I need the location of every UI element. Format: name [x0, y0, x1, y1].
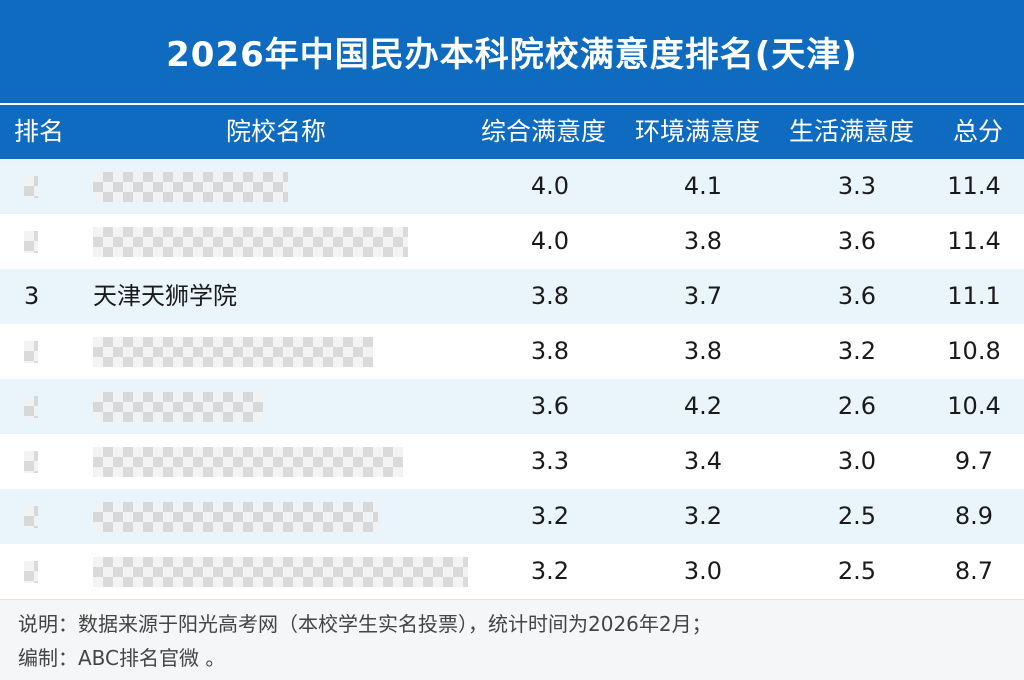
table-header: 排名 院校名称 综合满意度 环境满意度 生活满意度 总分: [0, 105, 1024, 159]
school-name-cell: [93, 544, 473, 599]
total-score-cell: 8.9: [954, 502, 994, 530]
overall-score-cell: 3.2: [530, 502, 570, 530]
environment-score-cell: 3.4: [683, 447, 723, 475]
table-row: 3.2 3.0 2.5 8.7: [0, 544, 1024, 599]
page-title: 2026年中国民办本科院校满意度排名(天津): [166, 35, 858, 75]
environment-score-cell: 3.7: [683, 282, 723, 310]
life-score-cell: 3.0: [837, 447, 877, 475]
footer: 说明：数据来源于阳光高考网（本校学生实名投票），统计时间为2026年2月； 编制…: [0, 599, 1024, 680]
overall-score-cell: 4.0: [530, 172, 570, 200]
table-row: 4.0 4.1 3.3 11.4: [0, 159, 1024, 214]
overall-score-cell: 3.3: [530, 447, 570, 475]
masked-rank: [24, 341, 38, 363]
rank-cell: [24, 324, 54, 379]
overall-score-cell: 3.6: [530, 392, 570, 420]
source-note: 说明：数据来源于阳光高考网（本校学生实名投票），统计时间为2026年2月；: [18, 612, 712, 636]
overall-score-cell: 3.2: [530, 557, 570, 585]
masked-rank: [24, 561, 38, 583]
total-score-cell: 8.7: [954, 557, 994, 585]
masked-rank: [24, 396, 38, 418]
total-score-cell: 11.4: [947, 227, 1001, 255]
total-score-cell: 10.8: [947, 337, 1001, 365]
rank-cell: [24, 379, 54, 434]
school-name-cell: [93, 434, 473, 489]
header-environment: 环境满意度: [635, 117, 761, 146]
environment-score-cell: 3.8: [683, 337, 723, 365]
life-score-cell: 3.2: [837, 337, 877, 365]
school-name-cell: [93, 159, 473, 214]
total-score-cell: 10.4: [947, 392, 1001, 420]
table-row: 3.3 3.4 3.0 9.7: [0, 434, 1024, 489]
header-rank: 排名: [14, 117, 65, 146]
header-life: 生活满意度: [789, 117, 915, 146]
life-score-cell: 2.5: [837, 502, 877, 530]
life-score-cell: 3.6: [837, 282, 877, 310]
total-score-cell: 9.7: [954, 447, 994, 475]
header-total: 总分: [953, 117, 1004, 146]
table-row: 4.0 3.8 3.6 11.4: [0, 214, 1024, 269]
environment-score-cell: 3.2: [683, 502, 723, 530]
masked-school-name: [93, 502, 378, 532]
editor-credit: 编制：ABC排名官微 。: [18, 646, 226, 670]
school-name-cell: [93, 324, 473, 379]
overall-score-cell: 3.8: [530, 282, 570, 310]
environment-score-cell: 3.0: [683, 557, 723, 585]
school-name-cell: [93, 489, 473, 544]
masked-rank: [24, 506, 38, 528]
masked-school-name: [93, 557, 468, 587]
table-row: 3.8 3.8 3.2 10.8: [0, 324, 1024, 379]
header-name: 院校名称: [226, 117, 327, 146]
masked-rank: [24, 451, 38, 473]
masked-school-name: [93, 337, 373, 367]
rank-cell: 3: [24, 282, 40, 310]
environment-score-cell: 4.1: [683, 172, 723, 200]
masked-school-name: [93, 227, 408, 257]
table-row: 3 天津天狮学院 3.8 3.7 3.6 11.1: [0, 269, 1024, 324]
overall-score-cell: 4.0: [530, 227, 570, 255]
school-name-cell: 天津天狮学院: [93, 282, 237, 310]
life-score-cell: 3.6: [837, 227, 877, 255]
overall-score-cell: 3.8: [530, 337, 570, 365]
table-body: 4.0 4.1 3.3 11.4 4.0 3.8 3.6 11.4 3 天津天狮学院 3.8 3.7 3…: [0, 159, 1024, 599]
total-score-cell: 11.4: [947, 172, 1001, 200]
masked-rank: [24, 176, 38, 198]
rank-cell: [24, 544, 54, 599]
life-score-cell: 2.5: [837, 557, 877, 585]
school-name-cell: [93, 379, 473, 434]
rank-cell: [24, 489, 54, 544]
masked-school-name: [93, 447, 403, 477]
environment-score-cell: 3.8: [683, 227, 723, 255]
table-row: 3.2 3.2 2.5 8.9: [0, 489, 1024, 544]
total-score-cell: 11.1: [947, 282, 1001, 310]
rank-cell: [24, 159, 54, 214]
masked-school-name: [93, 172, 288, 202]
masked-rank: [24, 231, 38, 253]
table-row: 3.6 4.2 2.6 10.4: [0, 379, 1024, 434]
life-score-cell: 2.6: [837, 392, 877, 420]
header-overall: 综合满意度: [481, 117, 607, 146]
school-name-cell: [93, 214, 473, 269]
rank-cell: [24, 214, 54, 269]
rank-cell: [24, 434, 54, 489]
environment-score-cell: 4.2: [683, 392, 723, 420]
title-bar: 2026年中国民办本科院校满意度排名(天津): [0, 0, 1024, 103]
masked-school-name: [93, 392, 263, 422]
life-score-cell: 3.3: [837, 172, 877, 200]
